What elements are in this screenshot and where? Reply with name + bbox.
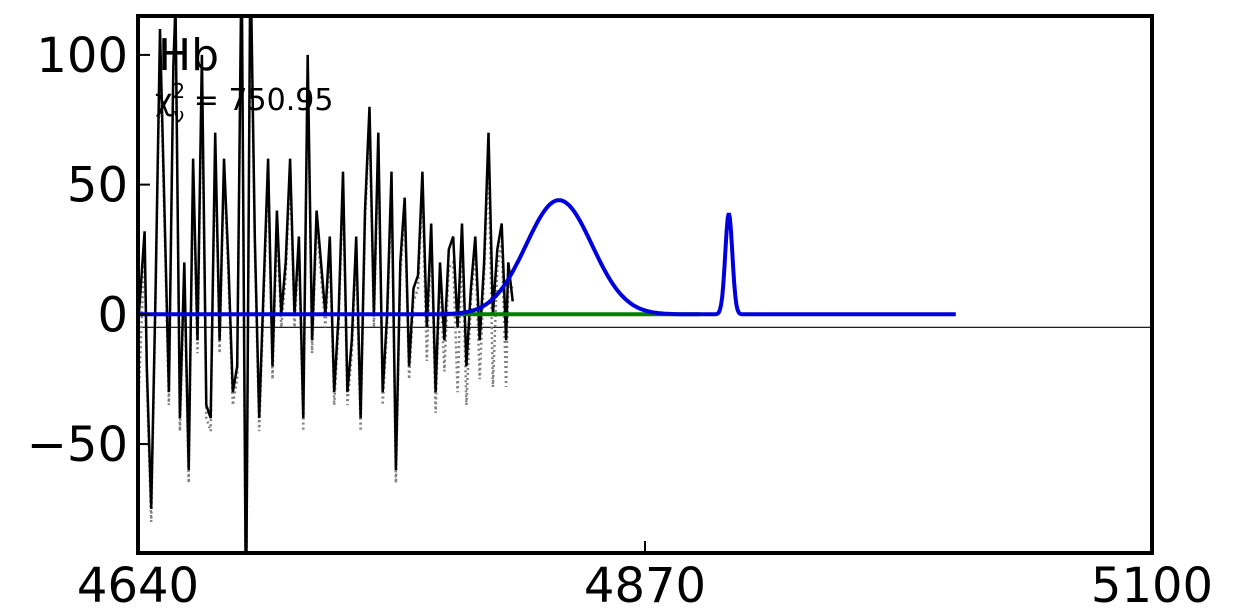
chi-squared-label: χ2 ν = 750.95 xyxy=(155,79,333,127)
chi-subscript: ν xyxy=(173,103,184,127)
chi-superscript: 2 xyxy=(172,79,185,103)
chi-value: = 750.95 xyxy=(184,83,333,118)
plot-area xyxy=(138,16,1152,553)
y-tick-label: −50 xyxy=(27,417,128,473)
line-label: Hb xyxy=(158,30,219,81)
y-tick-label: 50 xyxy=(67,158,128,214)
x-tick-label: 4870 xyxy=(584,558,706,614)
series-total-fit xyxy=(138,198,956,317)
x-axis: 4640 4870 5100 xyxy=(77,541,1213,614)
x-tick-label: 5100 xyxy=(1091,558,1213,614)
chi-symbol: χ xyxy=(155,83,172,118)
x-tick-label: 4640 xyxy=(77,558,199,614)
y-axis: −50 0 50 100 xyxy=(27,28,150,473)
y-tick-label: 100 xyxy=(36,28,128,84)
y-tick-label: 0 xyxy=(97,287,128,343)
